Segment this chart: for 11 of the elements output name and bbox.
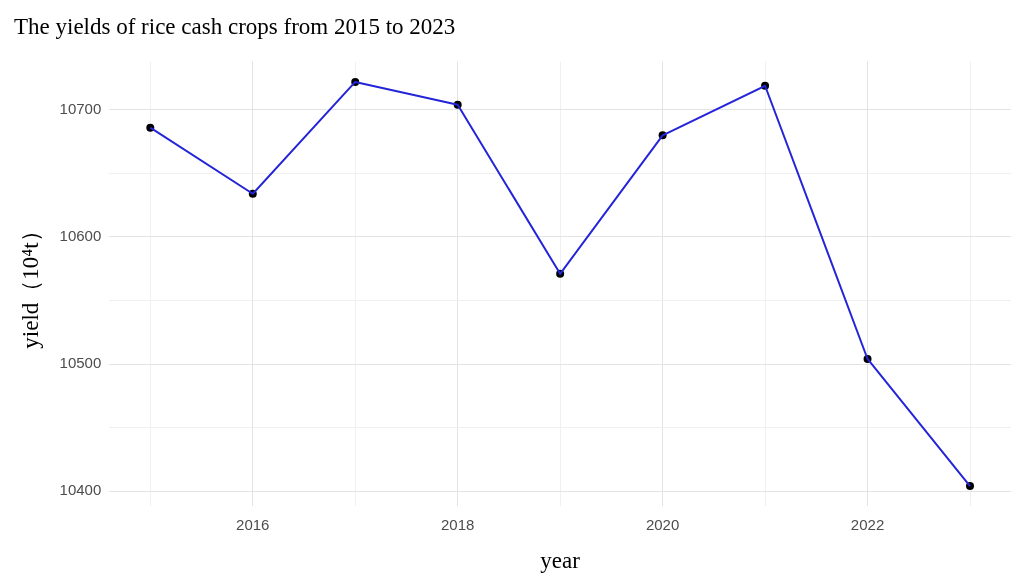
- x-axis-title: year: [540, 548, 581, 574]
- chart-title: The yields of rice cash crops from 2015 to 2023: [14, 13, 456, 39]
- x-tick-label: 2018: [441, 515, 475, 533]
- y-tick-label: 10700: [59, 100, 102, 118]
- y-tick-label: 10600: [59, 227, 102, 245]
- y-tick-label: 10500: [59, 354, 102, 372]
- x-tick-label: 2020: [645, 515, 680, 533]
- y-tick-label: 10400: [59, 481, 102, 499]
- y-axis-title: yield（10⁴t）: [17, 219, 43, 349]
- x-tick-label: 2022: [850, 515, 885, 533]
- x-tick-label: 2016: [236, 515, 270, 533]
